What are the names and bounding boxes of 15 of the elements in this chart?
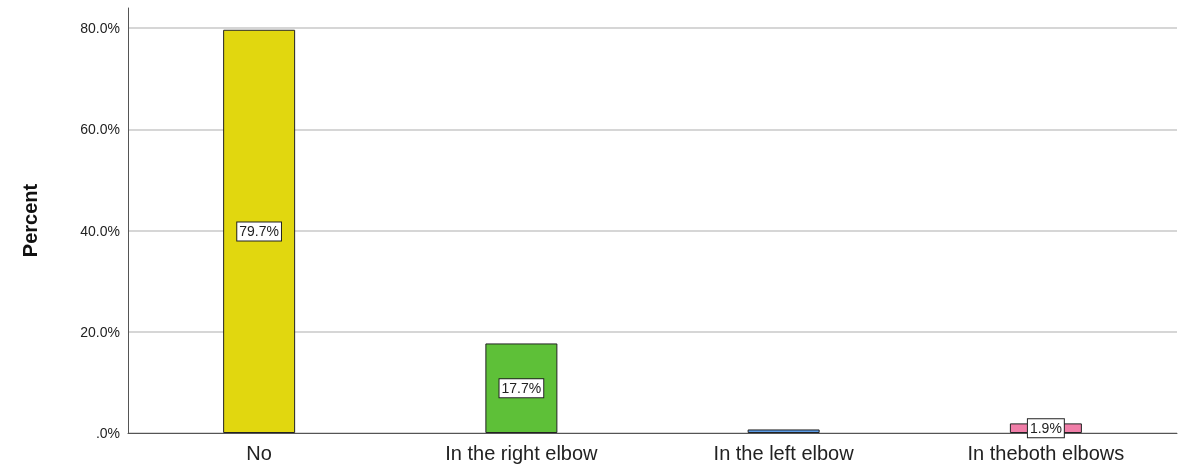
y-axis-title: Percent bbox=[19, 183, 41, 258]
y-tick-label: 60.0% bbox=[80, 121, 120, 138]
y-tick-label: 80.0% bbox=[80, 20, 120, 37]
bar bbox=[747, 429, 820, 433]
data-label: 17.7% bbox=[501, 380, 542, 397]
y-tick-label: 40.0% bbox=[80, 222, 120, 239]
y-tick-label: .0% bbox=[95, 425, 120, 441]
x-tick-label: No bbox=[246, 442, 272, 464]
data-label: 1.9% bbox=[1029, 420, 1062, 437]
x-tick-label: In theboth elbows bbox=[967, 442, 1125, 464]
x-tick-label: In the right elbow bbox=[445, 442, 599, 464]
y-tick-label: 20.0% bbox=[80, 323, 120, 340]
x-tick-label: In the left elbow bbox=[713, 442, 855, 464]
bar bbox=[223, 29, 296, 433]
data-label: 79.7% bbox=[239, 223, 279, 240]
